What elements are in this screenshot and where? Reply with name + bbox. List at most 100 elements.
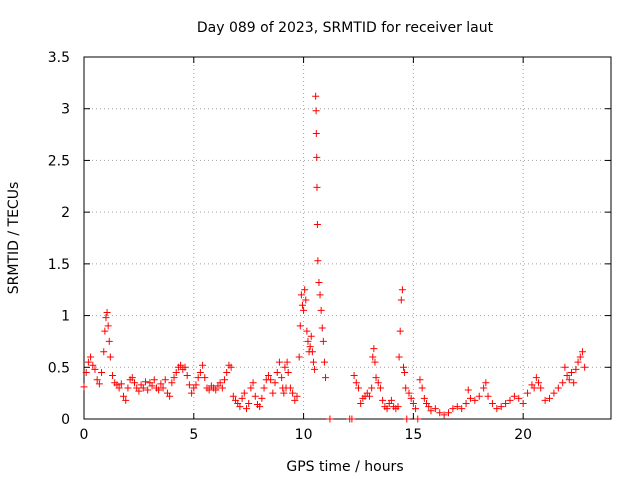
data-point <box>309 358 317 366</box>
data-point <box>188 389 196 397</box>
data-point <box>306 343 314 351</box>
data-point <box>471 396 479 404</box>
data-point <box>258 394 266 402</box>
data-point <box>397 296 405 304</box>
data-point <box>216 379 224 387</box>
data-point <box>394 403 402 411</box>
data-point <box>414 415 422 423</box>
data-point <box>104 322 112 330</box>
data-point <box>150 376 158 384</box>
data-point <box>445 409 453 417</box>
data-point <box>370 345 378 353</box>
data-point <box>308 348 316 356</box>
y-tick-label: 2 <box>61 205 70 221</box>
data-point <box>205 386 213 394</box>
data-point <box>371 358 379 366</box>
data-point <box>475 392 483 400</box>
y-tick-label: 3 <box>61 102 70 118</box>
data-point <box>135 387 143 395</box>
data-point <box>284 368 292 376</box>
y-tick-label: 1 <box>61 309 70 325</box>
data-point <box>238 394 246 402</box>
data-point <box>326 415 334 423</box>
data-point <box>567 368 575 376</box>
data-point <box>283 358 291 366</box>
data-point <box>532 374 540 382</box>
data-point <box>315 278 323 286</box>
data-point <box>412 405 420 413</box>
data-point <box>395 353 403 361</box>
data-point <box>561 363 569 371</box>
x-axis-label: GPS time / hours <box>286 459 403 475</box>
data-point <box>240 389 248 397</box>
data-point <box>185 381 193 389</box>
data-point <box>482 379 490 387</box>
data-point <box>559 379 567 387</box>
data-point <box>312 130 320 138</box>
data-point <box>396 327 404 335</box>
data-point <box>275 358 283 366</box>
data-point <box>159 384 167 392</box>
data-point <box>109 372 117 380</box>
data-point <box>578 348 586 356</box>
data-point <box>120 392 128 400</box>
data-point <box>101 327 109 335</box>
data-point <box>387 396 395 404</box>
y-tick-labels: 0 0.5 1 1.5 2 2.5 3 3.5 <box>48 50 70 428</box>
data-point <box>563 372 571 380</box>
data-point <box>89 361 97 369</box>
data-point <box>312 92 320 100</box>
data-points <box>80 92 589 423</box>
data-point <box>181 363 189 371</box>
data-point <box>546 394 554 402</box>
data-point <box>223 368 231 376</box>
data-point <box>183 372 191 380</box>
data-point <box>115 384 123 392</box>
data-point <box>103 308 111 316</box>
data-point <box>416 376 424 384</box>
data-point <box>227 363 235 371</box>
data-point <box>170 374 178 382</box>
data-point <box>87 353 95 361</box>
data-point <box>289 389 297 397</box>
data-point <box>242 405 250 413</box>
data-point <box>427 407 435 415</box>
data-point <box>376 384 384 392</box>
data-point <box>418 384 426 392</box>
data-point <box>251 392 259 400</box>
data-point <box>535 379 543 387</box>
data-point <box>403 415 411 423</box>
data-point <box>201 374 209 382</box>
data-point <box>82 368 90 376</box>
x-tick-label: 20 <box>514 427 532 443</box>
data-point <box>405 389 413 397</box>
data-point <box>247 384 255 392</box>
data-point <box>264 372 272 380</box>
data-point <box>245 399 253 407</box>
data-point <box>502 399 510 407</box>
data-point <box>297 291 305 299</box>
data-point <box>236 403 244 411</box>
data-point <box>93 376 101 384</box>
data-point <box>365 392 373 400</box>
data-point <box>105 337 113 345</box>
data-point <box>554 384 562 392</box>
data-point <box>271 379 279 387</box>
data-point <box>139 384 147 392</box>
data-point <box>100 348 108 356</box>
data-point <box>166 392 174 400</box>
data-point <box>350 372 358 380</box>
data-point <box>379 396 387 404</box>
data-point <box>466 394 474 402</box>
data-point <box>221 376 229 384</box>
x-tick-label: 0 <box>80 427 89 443</box>
data-point <box>199 361 207 369</box>
data-point <box>398 286 406 294</box>
data-point <box>141 378 149 386</box>
data-point <box>409 399 417 407</box>
data-point <box>319 337 327 345</box>
data-point <box>124 384 132 392</box>
data-point <box>480 384 488 392</box>
y-tick-label: 0 <box>61 412 70 428</box>
